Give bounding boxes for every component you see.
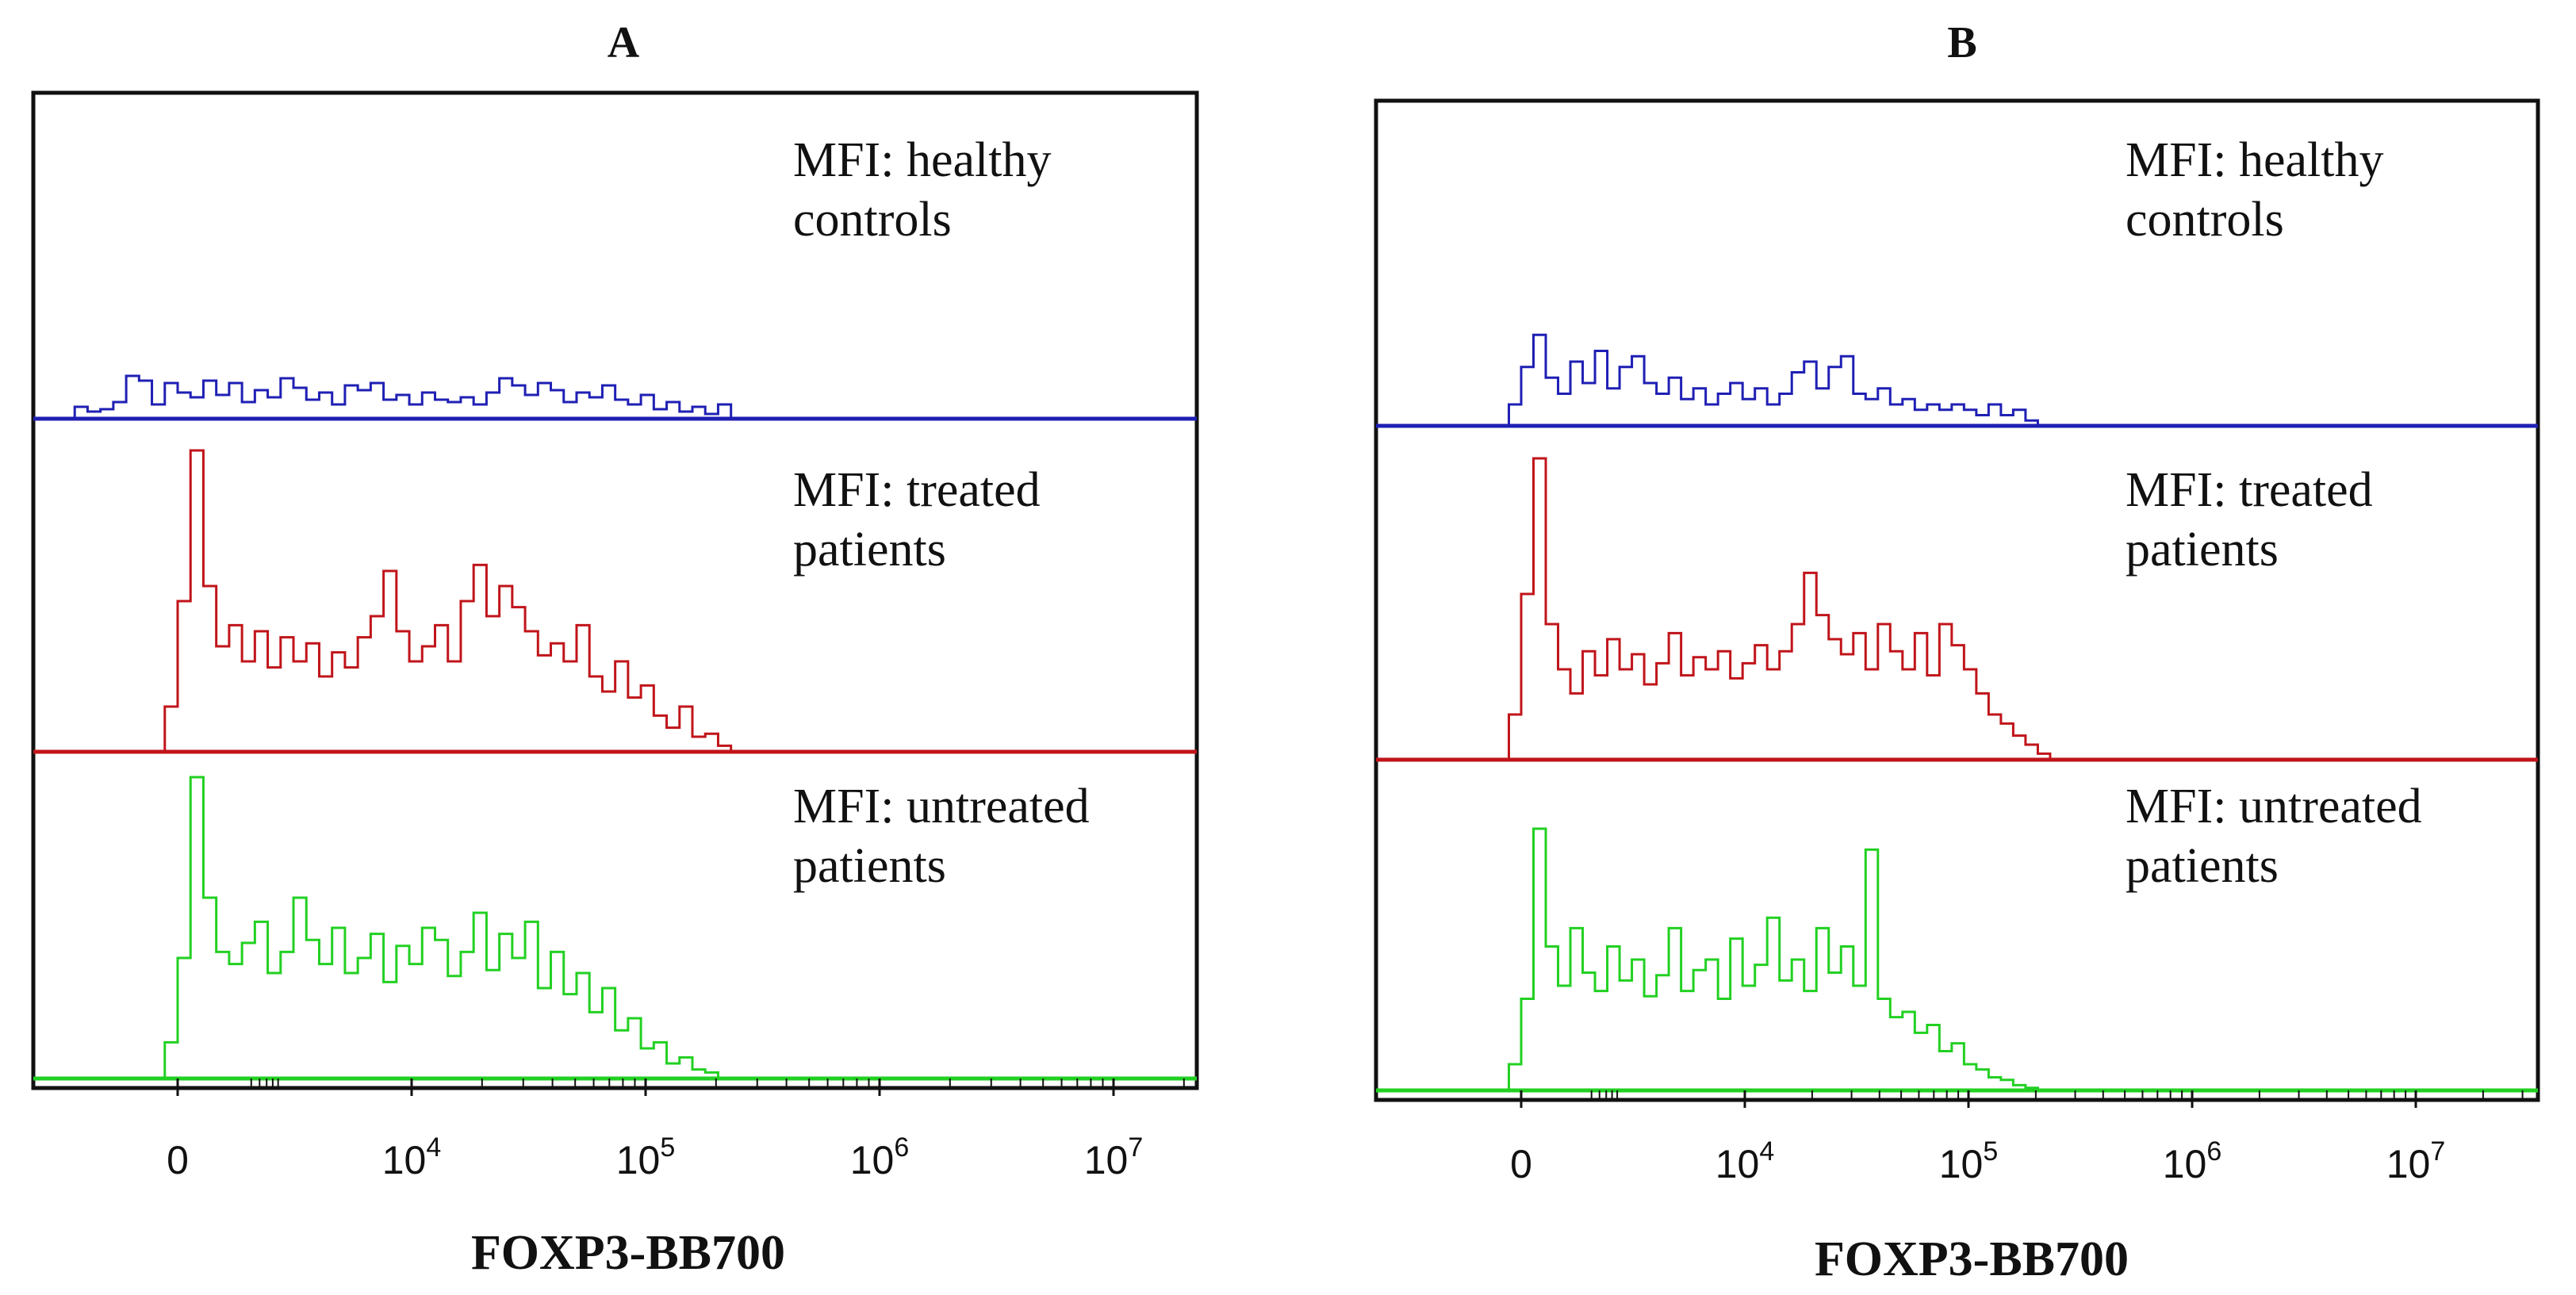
panel-b-tick-label-0: 0 (1510, 1142, 1532, 1186)
panel-a-treated-patients-label-line2: patients (793, 523, 946, 577)
panel-a-healthy-controls-label-line1: MFI: healthy (793, 133, 1051, 187)
panel-a-untreated-patients-label-line1: MFI: untreated (793, 780, 1090, 833)
panel-a-tick-label-1: 104 (382, 1132, 442, 1182)
panel-b-healthy-controls-label-line2: controls (2126, 193, 2284, 247)
panel-b-tick-label-3: 106 (2163, 1136, 2222, 1186)
panel-a-annotations: MFI: healthy controls MFI: treated patients… (793, 133, 1090, 893)
panel-b-tick-label-1: 104 (1715, 1136, 1775, 1186)
panel-a-untreated-patients-histogram (163, 776, 731, 1080)
panel-a-untreated-patients-label-line2: patients (793, 839, 946, 893)
panel-a-tick-label-3: 106 (850, 1132, 910, 1182)
panel-b-treated-patients-label-line2: patients (2126, 523, 2279, 577)
panel-b-untreated-patients-histogram (1507, 827, 2050, 1092)
panel-b-treated-patients-histogram (1507, 457, 2063, 761)
panel-a-x-ticks: 0 104 105 106 107 (167, 1079, 1185, 1182)
panel-a-x-label: FOXP3-BB700 (471, 1226, 785, 1280)
panel-b-tick-label-4: 107 (2386, 1136, 2446, 1186)
panel-b-treated-patients-label-line1: MFI: treated (2126, 463, 2373, 517)
panel-a-frame (31, 90, 1199, 1090)
panel-b-traces (1376, 333, 2538, 1093)
panel-a-tick-label-2: 105 (616, 1132, 676, 1182)
panel-b-tick-label-2: 105 (1939, 1136, 1999, 1186)
panel-b-healthy-controls-label-line1: MFI: healthy (2126, 133, 2383, 187)
panel-a-tick-label-4: 107 (1084, 1132, 1144, 1182)
panel-b-frame (1374, 98, 2540, 1102)
panel-a: A MFI: healthy controls MFI: treated patien… (31, 18, 1199, 1280)
panel-a-healthy-controls-histogram (73, 374, 744, 420)
panel-b-healthy-controls-histogram (1507, 333, 2050, 427)
panel-a-traces (33, 374, 1197, 1081)
panel-a-tick-label-0: 0 (167, 1138, 189, 1182)
panel-b-x-ticks: 0 104 105 106 107 (1510, 1090, 2524, 1186)
panel-b: B MFI: healthy controls MFI: treated patien… (1374, 18, 2540, 1286)
panel-a-letter: A (608, 18, 640, 67)
panel-b-annotations: MFI: healthy controls MFI: treated patients… (2126, 133, 2422, 893)
panel-b-letter: B (1947, 18, 1976, 67)
panel-b-untreated-patients-label-line1: MFI: untreated (2126, 780, 2422, 833)
panel-b-untreated-patients-label-line2: patients (2126, 839, 2279, 893)
panel-b-x-label: FOXP3-BB700 (1815, 1232, 2129, 1286)
panel-a-treated-patients-label-line1: MFI: treated (793, 463, 1041, 517)
panel-a-healthy-controls-label-line2: controls (793, 193, 952, 247)
panel-a-treated-patients-histogram (163, 449, 744, 753)
